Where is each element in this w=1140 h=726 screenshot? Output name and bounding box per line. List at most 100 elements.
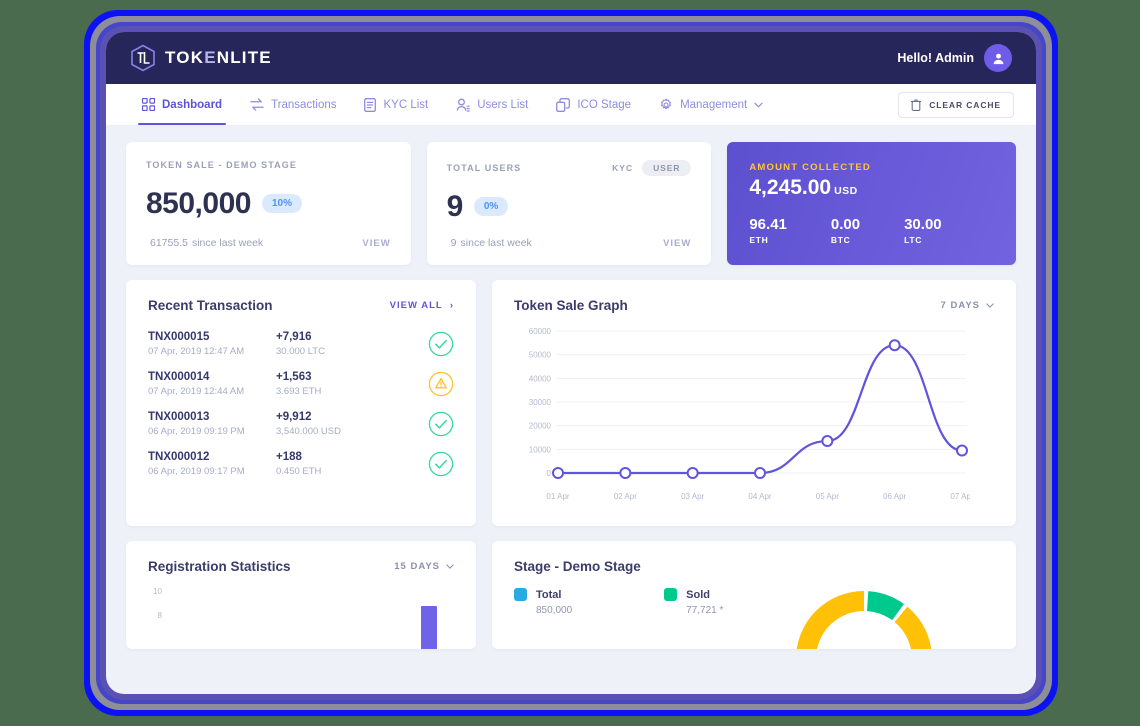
transfer-icon [250,98,264,111]
chevron-right-icon: › [446,300,454,311]
coin-ltc: 30.00 LTC [904,216,942,245]
nav-right: CLEAR CACHE [898,84,1014,125]
brand-text: TOKENLITE [165,48,272,68]
avatar[interactable] [984,44,1012,72]
svg-text:05 Apr: 05 Apr [816,492,839,501]
txn-amount-cell: +188 0.450 ETH [276,451,428,477]
stat-delta-note: since last week [191,237,264,249]
table-row[interactable]: TNX000015 07 Apr, 2019 12:47 AM +7,916 3… [148,324,454,364]
panel-head: Stage - Demo Stage [514,559,994,574]
txn-id-cell: TNX000013 06 Apr, 2019 09:19 PM [148,411,276,437]
recent-transaction-panel: Recent Transaction VIEW ALL › TNX000015 … [126,280,476,526]
trash-icon [911,98,922,111]
stat-percent-badge: 0% [473,197,509,216]
nav-item-management[interactable]: Management [645,84,777,125]
stat-delta-value: 61755.5 [150,237,188,249]
chevron-down-icon [446,564,454,569]
nav-label: KYC List [383,98,429,111]
legend-name: Sold [686,588,710,601]
nav-label: Dashboard [162,98,223,111]
legend-top: Total [514,588,572,601]
legend-item-total: Total 850,000 [514,588,572,616]
legend-name: Total [536,588,562,601]
clear-cache-button[interactable]: CLEAR CACHE [898,91,1014,118]
app-screen: TOKENLITE Hello! Admin [106,32,1036,694]
txn-date: 06 Apr, 2019 09:19 PM [148,426,245,437]
nav-item-users-list[interactable]: Users List [442,84,542,125]
nav-label: ICO Stage [577,98,632,111]
stat-delta-note: since last week [460,237,532,249]
top-bar: TOKENLITE Hello! Admin [106,32,1036,84]
panel-title: Recent Transaction [148,298,273,313]
user-avatar-icon [993,53,1003,64]
nav-label: Management [680,98,748,111]
mid-row: Recent Transaction VIEW ALL › TNX000015 … [126,280,1016,526]
svg-text:50000: 50000 [529,351,552,360]
legend-top: Sold [664,588,723,601]
nav-item-dashboard[interactable]: Dashboard [128,84,236,125]
svg-text:40000: 40000 [529,374,552,383]
stat-delta: 61755.5 since last week [146,235,263,249]
stat-view-link[interactable]: VIEW [362,238,391,249]
svg-text:0: 0 [547,469,552,478]
svg-text:07 Apr: 07 Apr [950,492,970,501]
panel-head: Token Sale Graph 7 DAYS [514,298,994,313]
view-all-label: VIEW ALL [389,300,443,311]
coin-value: 0.00 [830,216,861,233]
svg-text:10: 10 [153,587,162,596]
nav-label: Users List [477,98,529,111]
legend-value: 850,000 [536,605,573,616]
svg-text:30000: 30000 [529,398,552,407]
txn-id-cell: TNX000012 06 Apr, 2019 09:17 PM [148,451,276,477]
nav-item-ico-stage[interactable]: ICO Stage [542,84,645,125]
txn-amount-cell: +1,563 3.693 ETH [276,371,428,397]
view-all-link[interactable]: VIEW ALL › [390,300,454,311]
coin-breakdown: 96.41 ETH 0.00 BTC 30.00 LTC [749,216,994,245]
chevron-down-icon [754,102,763,108]
stat-label: TOTAL USERS [446,163,522,173]
txn-date: 07 Apr, 2019 12:47 AM [148,346,245,357]
table-row[interactable]: TNX000012 06 Apr, 2019 09:17 PM +188 0.4… [148,444,454,484]
txn-date: 06 Apr, 2019 09:17 PM [148,466,245,477]
txn-sub: 3.693 ETH [276,386,322,397]
txn-sub: 3,540.000 USD [276,426,341,437]
stat-delta-value: 9 [450,237,457,249]
registration-range-label: 15 DAYS [394,561,440,572]
user-pill[interactable]: USER [642,160,692,176]
gear-icon [660,98,672,109]
table-row[interactable]: TNX000014 07 Apr, 2019 12:44 AM +1,563 3… [148,364,454,404]
stat-value: 9 [446,189,464,223]
user-greeting[interactable]: Hello! Admin [897,44,1012,72]
brand-logo[interactable]: TOKENLITE [130,44,272,72]
legend-item-sold: Sold 77,721 * [664,588,723,616]
panel-title: Stage - Demo Stage [514,559,641,574]
txn-sub: 30.000 LTC [276,346,325,357]
coin-key: LTC [904,235,923,245]
clear-cache-label: CLEAR CACHE [929,99,1001,110]
table-row[interactable]: TNX000013 06 Apr, 2019 09:19 PM +9,912 3… [148,404,454,444]
kyc-toggle[interactable]: KYC USER [612,160,692,176]
stat-view-link[interactable]: VIEW [663,238,692,249]
txn-id-cell: TNX000014 07 Apr, 2019 12:44 AM [148,371,276,397]
chevron-down-icon [986,303,994,308]
nav-item-transactions[interactable]: Transactions [236,84,350,125]
nav-item-kyc-list[interactable]: KYC List [350,84,442,125]
device-frame-indigo: TOKENLITE Hello! Admin [96,22,1046,704]
warning-circle-icon [428,371,454,397]
txn-amount: +9,912 [276,411,312,423]
stat-head: TOKEN SALE - DEMO STAGE [146,160,391,170]
panel-head: Recent Transaction VIEW ALL › [148,298,454,313]
stage-panel: Stage - Demo Stage Total 850,000 [492,541,1016,649]
device-frame-purple: TOKENLITE Hello! Admin [100,26,1042,700]
transaction-list: TNX000015 07 Apr, 2019 12:47 AM +7,916 3… [148,324,454,484]
txn-sub: 0.450 ETH [276,466,322,477]
svg-text:03 Apr: 03 Apr [681,492,704,501]
document-icon [364,97,377,112]
registration-range-select[interactable]: 15 DAYS [394,561,454,572]
graph-range-select[interactable]: 7 DAYS [941,300,994,311]
txn-amount: +188 [276,451,302,463]
txn-amount: +7,916 [276,331,312,343]
panel-head: Registration Statistics 15 DAYS [148,559,454,574]
stat-head: TOTAL USERS KYC USER [447,160,692,176]
nav-label: Transactions [271,98,337,111]
